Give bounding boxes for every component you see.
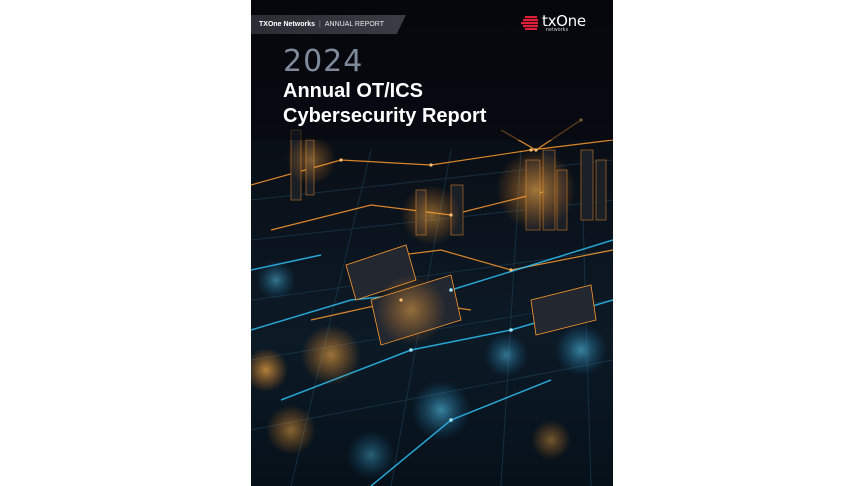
txone-logo-mark-icon: [521, 16, 538, 30]
report-title: Annual OT/ICS Cybersecurity Report: [283, 79, 486, 129]
tag-separator: |: [319, 21, 321, 28]
logo-subtext: networks: [546, 27, 569, 33]
brand-name: TXOne Networks: [259, 21, 316, 28]
report-tag-bar: TXOne Networks | ANNUAL REPORT: [251, 15, 406, 34]
logo-wordmark: txOne: [542, 12, 586, 30]
txone-logo: txOne networks: [521, 12, 591, 34]
report-year: 2024: [283, 44, 364, 79]
report-title-line-1: Annual OT/ICS: [283, 80, 423, 102]
report-cover: TXOne Networks | ANNUAL REPORT txOne net…: [251, 0, 613, 486]
circuit-city-illustration: [251, 0, 613, 486]
report-title-line-2: Cybersecurity Report: [283, 105, 487, 127]
report-category: ANNUAL REPORT: [324, 21, 384, 28]
